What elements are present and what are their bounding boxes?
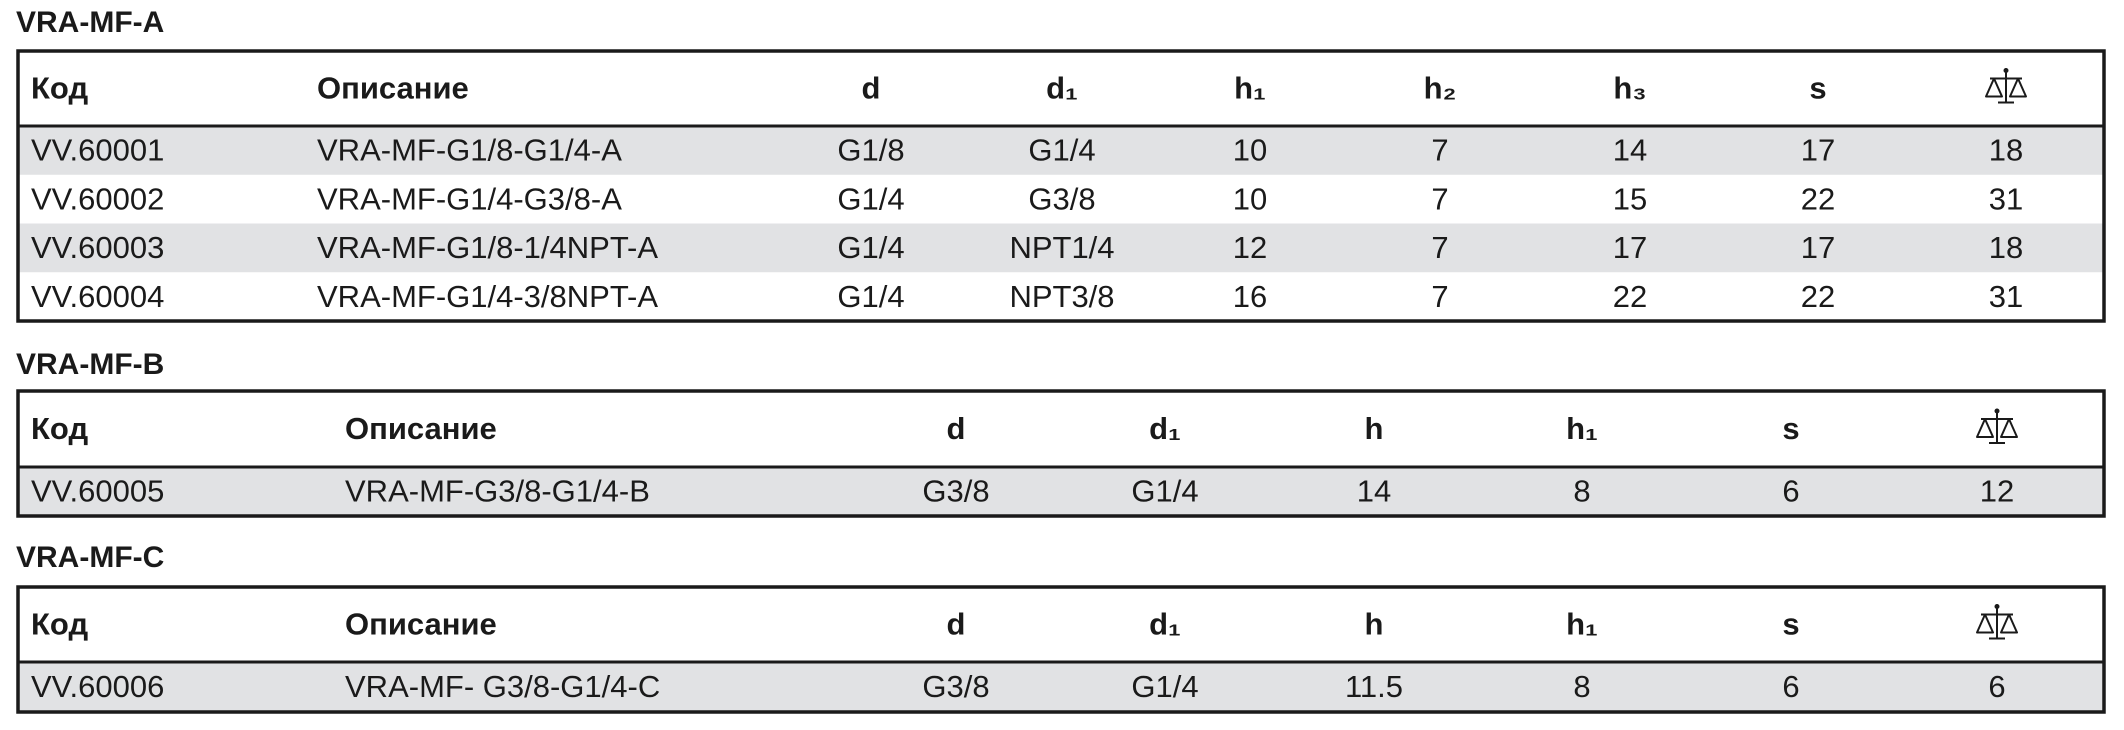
- table-cell: G1/4: [1131, 474, 1198, 509]
- section: VRA-MF-C VV.60006 VRA-MF- G3/8-G1/4-C G3/8 G…: [16, 541, 2106, 714]
- column-header: h: [1365, 411, 1384, 446]
- table-cell: 18: [1989, 133, 2023, 168]
- column-header: h₁: [1566, 411, 1598, 446]
- section-title: VRA-MF-C: [16, 541, 164, 574]
- table-cell: 10: [1233, 181, 1267, 216]
- table-cell: 17: [1613, 230, 1647, 265]
- table-cell: 11.5: [1345, 669, 1403, 704]
- table-cell: 7: [1431, 181, 1448, 216]
- section-title: VRA-MF-B: [16, 348, 164, 381]
- column-header: d: [947, 607, 966, 642]
- table-cell: G1/4: [837, 279, 904, 314]
- weight-icon-knob: [2003, 68, 2009, 73]
- column-header: Код: [31, 71, 88, 106]
- column-header: h₁: [1566, 607, 1598, 642]
- column-header: s: [1809, 71, 1826, 106]
- table-cell: 14: [1357, 474, 1391, 509]
- section: VRA-MF-B VV.60005 VRA-MF-G3/8-G1/4-B G3/8 G1…: [16, 348, 2106, 518]
- column-header: h₁: [1234, 71, 1266, 106]
- table-cell: VV.60006: [31, 669, 164, 704]
- table-cell: VV.60001: [31, 133, 164, 168]
- column-header: Описание: [345, 607, 497, 642]
- section: VRA-MF-A VV.60001 VRA-MF-G1/8-G1/4-A G1/8 G1…: [16, 6, 2106, 323]
- row-shade: [18, 223, 2104, 273]
- row-shade: [18, 662, 2104, 712]
- table-cell: 22: [1801, 279, 1835, 314]
- table-cell: 22: [1801, 181, 1835, 216]
- table-cell: 6: [1782, 474, 1799, 509]
- table-border: [16, 585, 2106, 714]
- table-cell: G3/8: [922, 474, 989, 509]
- table-cell: NPT1/4: [1009, 230, 1114, 265]
- column-header: d: [947, 411, 966, 446]
- weight-icon-knob: [1994, 604, 2000, 609]
- row-shade: [18, 467, 2104, 516]
- column-header: d₁: [1149, 411, 1181, 446]
- column-header: Описание: [317, 71, 469, 106]
- table-cell: 6: [1782, 669, 1799, 704]
- table-cell: 7: [1431, 230, 1448, 265]
- section-title: VRA-MF-A: [16, 6, 164, 39]
- table-cell: 18: [1989, 230, 2023, 265]
- column-header: d₁: [1149, 607, 1181, 642]
- table-border: [16, 389, 2106, 518]
- table-cell: 17: [1801, 230, 1835, 265]
- column-header: h₃: [1613, 71, 1646, 106]
- table-cell: G1/4: [837, 230, 904, 265]
- table-cell: 22: [1613, 279, 1647, 314]
- weight-icon: [1976, 606, 2018, 640]
- table-border: [16, 49, 2106, 323]
- weight-icon-knob: [1994, 408, 2000, 414]
- table-cell: 8: [1573, 474, 1590, 509]
- table-cell: VRA-MF-G1/8-G1/4-A: [317, 133, 622, 168]
- column-header: h: [1365, 607, 1384, 642]
- table-cell: NPT3/8: [1009, 279, 1114, 314]
- table-cell: VRA-MF-G1/8-1/4NPT-A: [317, 230, 658, 265]
- column-header: h₂: [1424, 71, 1457, 106]
- table-cell: VRA-MF- G3/8-G1/4-C: [345, 669, 660, 704]
- table-cell: 7: [1431, 279, 1448, 314]
- column-header: s: [1782, 411, 1799, 446]
- table-cell: G1/4: [837, 181, 904, 216]
- column-header: d₁: [1046, 71, 1078, 106]
- column-header: Описание: [345, 411, 497, 446]
- column-header: d: [862, 71, 881, 106]
- row-shade: [18, 126, 2104, 175]
- table-cell: G1/8: [837, 133, 904, 168]
- weight-icon: [1985, 70, 2027, 104]
- table-cell: VV.60002: [31, 181, 164, 216]
- table-cell: 10: [1233, 133, 1267, 168]
- table-cell: 7: [1431, 133, 1448, 168]
- weight-icon: [1976, 411, 2018, 444]
- table-cell: G1/4: [1028, 133, 1095, 168]
- table-cell: 16: [1233, 279, 1267, 314]
- table-cell: 17: [1801, 133, 1835, 168]
- table-cell: G3/8: [922, 669, 989, 704]
- table-cell: VV.60003: [31, 230, 164, 265]
- table-cell: VRA-MF-G3/8-G1/4-B: [345, 474, 650, 509]
- table-cell: 31: [1989, 279, 2023, 314]
- column-header: Код: [31, 411, 88, 446]
- table-cell: 31: [1989, 181, 2023, 216]
- column-header: s: [1782, 607, 1799, 642]
- table-cell: 12: [1980, 474, 2014, 509]
- table-cell: G3/8: [1028, 181, 1095, 216]
- table-cell: VRA-MF-G1/4-3/8NPT-A: [317, 279, 658, 314]
- table-cell: VV.60005: [31, 474, 164, 509]
- table-cell: 12: [1233, 230, 1267, 265]
- column-header: Код: [31, 607, 88, 642]
- table-cell: VRA-MF-G1/4-G3/8-A: [317, 181, 622, 216]
- table-cell: 8: [1573, 669, 1590, 704]
- table-cell: G1/4: [1131, 669, 1198, 704]
- table-cell: 14: [1613, 133, 1647, 168]
- table-cell: 15: [1613, 181, 1647, 216]
- table-cell: VV.60004: [31, 279, 164, 314]
- table-cell: 6: [1988, 669, 2005, 704]
